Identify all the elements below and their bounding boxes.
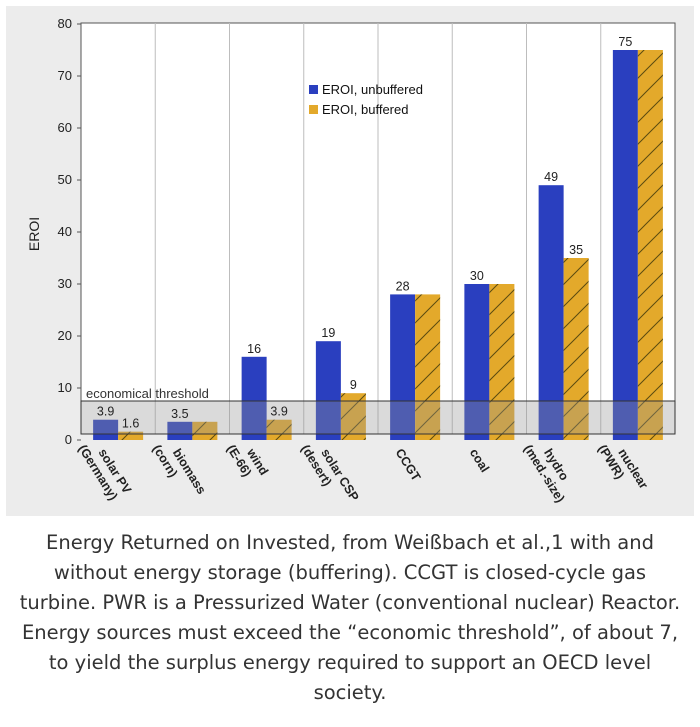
bar-unbuffered bbox=[538, 185, 564, 440]
legend-swatch-buffered bbox=[309, 105, 318, 114]
threshold-label: economical threshold bbox=[86, 386, 209, 401]
x-category-label: hydro(med.-size) bbox=[521, 434, 580, 505]
x-category-label: solar CSP(desert) bbox=[298, 434, 361, 511]
x-category-label: wind(E-66) bbox=[224, 434, 271, 485]
bar-buffered-hatch bbox=[415, 294, 441, 440]
chart-figure: economical threshold 0 10 20 30 40 50 60 70 80 s… bbox=[6, 6, 694, 516]
legend-label-unbuffered: EROI, unbuffered bbox=[322, 82, 423, 97]
x-category-label: CCGT bbox=[393, 446, 424, 484]
x-category-label: biomass(corn) bbox=[150, 434, 209, 504]
bar-unbuffered bbox=[241, 356, 267, 440]
y-tick-label: 70 bbox=[58, 68, 72, 83]
legend-swatch-unbuffered bbox=[309, 85, 318, 94]
bar-buffered-hatch bbox=[266, 419, 292, 440]
bar-unbuffered bbox=[93, 419, 119, 440]
data-label: 1.6 bbox=[122, 417, 139, 431]
economical-threshold-band bbox=[80, 400, 676, 435]
data-label: 19 bbox=[321, 326, 335, 340]
bar-unbuffered bbox=[315, 341, 341, 440]
data-label: 28 bbox=[396, 279, 410, 293]
y-tick-label: 80 bbox=[58, 16, 72, 31]
y-tick-label: 20 bbox=[58, 328, 72, 343]
eroi-bar-chart: economical threshold 0 10 20 30 40 50 60 70 80 s… bbox=[26, 16, 676, 511]
data-label: 9 bbox=[350, 378, 357, 392]
y-tick-label: 60 bbox=[58, 120, 72, 135]
data-label: 3.9 bbox=[270, 405, 287, 419]
bar-buffered-hatch bbox=[489, 284, 515, 440]
data-label: 3.9 bbox=[97, 405, 114, 419]
y-tick-label: 30 bbox=[58, 276, 72, 291]
bar-buffered-hatch bbox=[118, 431, 144, 440]
bar-unbuffered bbox=[464, 284, 490, 440]
data-label: 49 bbox=[544, 170, 558, 184]
data-label: 35 bbox=[569, 243, 583, 257]
data-label: 16 bbox=[247, 342, 261, 356]
legend-label-buffered: EROI, buffered bbox=[322, 102, 408, 117]
figure-caption: Energy Returned on Invested, from Weißba… bbox=[19, 531, 681, 704]
bar-unbuffered bbox=[167, 421, 193, 440]
data-label: 30 bbox=[470, 269, 484, 283]
legend: EROI, unbuffered EROI, buffered bbox=[309, 82, 423, 117]
bar-unbuffered bbox=[612, 50, 638, 440]
x-category-label: nuclear(PWR) bbox=[595, 434, 651, 499]
bar-buffered-hatch bbox=[192, 421, 218, 440]
y-tick-label: 50 bbox=[58, 172, 72, 187]
y-axis-title: EROI bbox=[26, 217, 42, 251]
data-label: 3.5 bbox=[171, 407, 188, 421]
data-label: 75 bbox=[618, 35, 632, 49]
bar-unbuffered bbox=[390, 294, 416, 440]
bar-buffered-hatch bbox=[637, 50, 663, 440]
x-category-label: coal bbox=[467, 446, 492, 475]
y-tick-label: 0 bbox=[65, 432, 72, 447]
x-category-label: solar PV(Germany) bbox=[75, 434, 134, 504]
y-tick-label: 10 bbox=[58, 380, 72, 395]
bar-buffered-hatch bbox=[563, 258, 589, 440]
y-tick-label: 40 bbox=[58, 224, 72, 239]
